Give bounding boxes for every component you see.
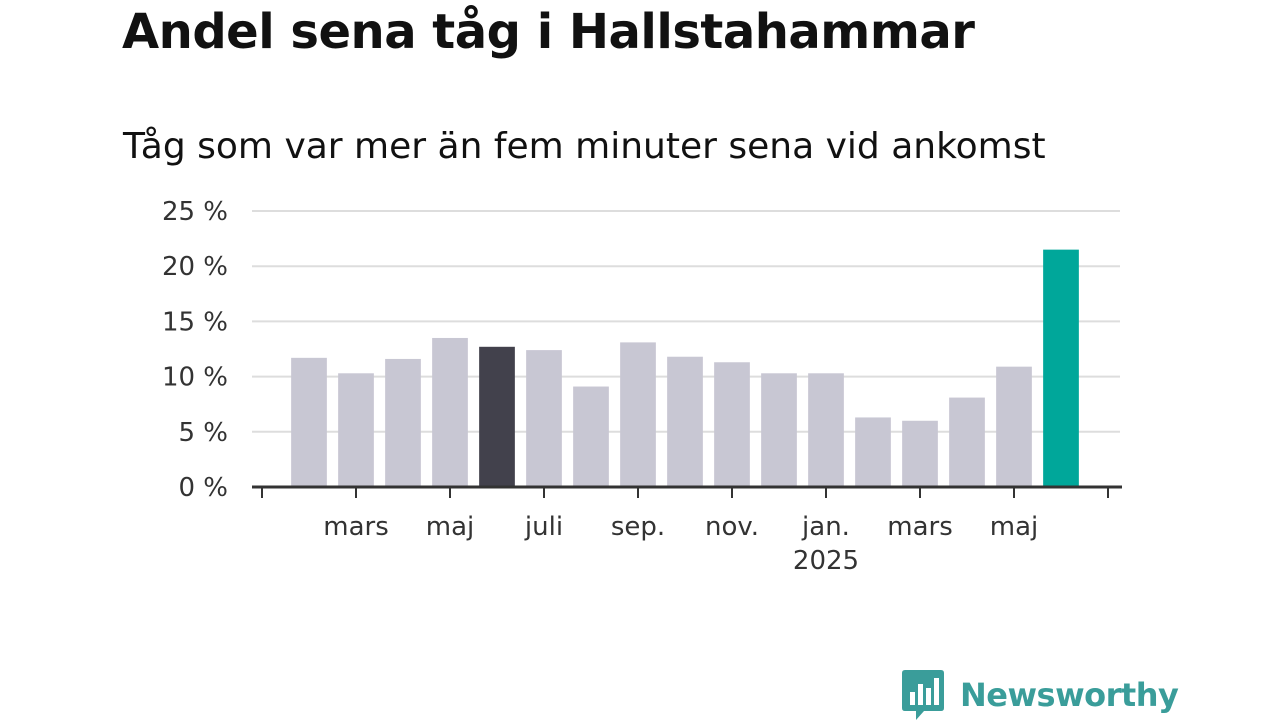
bar-2024-07 — [526, 350, 562, 487]
bar-2024-03 — [338, 373, 374, 487]
bar-2024-10 — [667, 356, 703, 487]
bar-2024-02 — [291, 357, 327, 487]
chart-subtitle: Tåg som var mer än fem minuter sena vid … — [123, 126, 1046, 167]
logo-text: Newsworthy — [960, 676, 1179, 714]
y-tick-label: 0 % — [178, 473, 228, 503]
bar-2025-02 — [855, 417, 891, 487]
y-tick-label: 5 % — [178, 418, 228, 448]
bar-chart: 0 % 5 % 10 % 15 % 20 % 25 % mars maj juli sep. no… — [162, 197, 1122, 576]
x-tick-label: jan. — [801, 512, 850, 542]
bars — [291, 249, 1079, 487]
bar-2024-06 — [479, 346, 515, 487]
x-tick-label: juli — [524, 512, 563, 542]
bar-2025-06 — [1043, 249, 1079, 487]
bar-2024-08 — [573, 386, 609, 487]
bar-2024-11 — [714, 362, 750, 487]
bar-2025-03 — [902, 420, 938, 487]
y-axis-labels: 0 % 5 % 10 % 15 % 20 % 25 % — [162, 197, 228, 503]
x-tick-year-label: 2025 — [793, 546, 859, 576]
y-tick-label: 20 % — [162, 252, 228, 282]
y-tick-label: 25 % — [162, 197, 228, 227]
bar-2025-05 — [996, 366, 1032, 487]
x-tick-label: maj — [990, 512, 1038, 542]
bar-2024-09 — [620, 342, 656, 487]
y-tick-label: 10 % — [162, 363, 228, 393]
x-axis — [252, 485, 1122, 498]
newsworthy-logo: Newsworthy — [902, 670, 1179, 720]
x-tick-label: sep. — [611, 512, 665, 542]
x-tick-label: nov. — [705, 512, 759, 542]
bar-chart-speech-bubble-icon — [902, 670, 944, 720]
bar-2024-12 — [761, 373, 797, 487]
bar-2024-05 — [432, 337, 468, 487]
chart-title: Andel sena tåg i Hallstahammar — [122, 4, 975, 60]
x-tick-label: maj — [426, 512, 474, 542]
x-tick-label: mars — [887, 512, 953, 542]
x-axis-labels: mars maj juli sep. nov. jan. 2025 mars maj — [323, 512, 1038, 576]
bar-2025-01 — [808, 373, 844, 487]
x-tick-label: mars — [323, 512, 389, 542]
bar-2025-04 — [949, 397, 985, 487]
y-tick-label: 15 % — [162, 307, 228, 337]
bar-2024-04 — [385, 358, 421, 487]
